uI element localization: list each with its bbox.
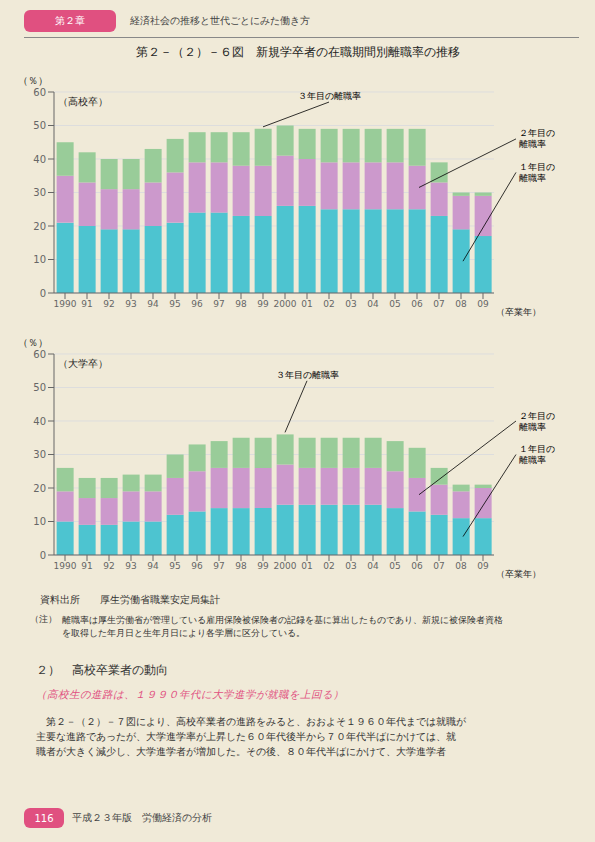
html-text:厚生労働省職業安定局集計: 厚生労働省職業安定局集計 <box>100 594 220 605</box>
svg-text:01: 01 <box>301 561 312 571</box>
svg-text:93: 93 <box>125 561 136 571</box>
svg-text:99: 99 <box>257 299 269 309</box>
svg-text:02: 02 <box>323 299 334 309</box>
svg-text:（大学卒）: （大学卒） <box>58 358 108 369</box>
html-text:２） 高校卒業者の動向: ２） 高校卒業者の動向 <box>36 663 168 677</box>
html-text:資料出所: 資料出所 <box>40 594 80 605</box>
svg-text:03: 03 <box>345 561 356 571</box>
svg-text:離職率: 離職率 <box>519 173 546 183</box>
html-text:第２章: 第２章 <box>55 15 85 26</box>
svg-text:04: 04 <box>367 561 379 571</box>
svg-text:離職率: 離職率 <box>519 139 546 149</box>
svg-text:96: 96 <box>191 561 203 571</box>
svg-text:98: 98 <box>235 561 247 571</box>
svg-text:10: 10 <box>33 254 46 265</box>
html-text:（高校生の進路は、１９９０年代に大学進学が就職を上回る）: （高校生の進路は、１９９０年代に大学進学が就職を上回る） <box>36 688 344 700</box>
svg-text:50: 50 <box>33 120 46 131</box>
svg-text:07: 07 <box>433 561 444 571</box>
svg-text:３年目の離職率: ３年目の離職率 <box>298 91 361 101</box>
html-text:平成２３年版 労働経済の分析: 平成２３年版 労働経済の分析 <box>72 812 212 823</box>
html-text:（注）: （注） <box>30 614 57 624</box>
svg-text:（％）: （％） <box>18 337 48 348</box>
svg-text:50: 50 <box>33 382 46 393</box>
svg-text:20: 20 <box>33 221 46 232</box>
svg-text:２年目の: ２年目の <box>519 411 555 421</box>
svg-text:40: 40 <box>33 416 46 427</box>
svg-text:98: 98 <box>235 299 247 309</box>
svg-text:92: 92 <box>103 299 114 309</box>
svg-text:2000: 2000 <box>274 299 297 309</box>
svg-text:2000: 2000 <box>274 561 297 571</box>
svg-text:1990: 1990 <box>54 561 77 571</box>
svg-text:40: 40 <box>33 154 46 165</box>
svg-text:30: 30 <box>33 187 46 198</box>
svg-text:94: 94 <box>147 561 159 571</box>
svg-text:08: 08 <box>455 299 467 309</box>
svg-text:06: 06 <box>411 299 423 309</box>
svg-text:04: 04 <box>367 299 379 309</box>
svg-text:95: 95 <box>169 299 180 309</box>
svg-text:（卒業年）: （卒業年） <box>496 569 541 579</box>
svg-text:01: 01 <box>301 299 312 309</box>
html-text:第２－（２）－６図 新規学卒者の在職期間別離職率の推移: 第２－（２）－６図 新規学卒者の在職期間別離職率の推移 <box>135 45 460 59</box>
svg-text:（％）: （％） <box>18 75 48 86</box>
svg-text:３年目の離職率: ３年目の離職率 <box>276 370 339 380</box>
html-text:経済社会の推移と世代ごとにみた働き方: 経済社会の推移と世代ごとにみた働き方 <box>130 15 310 26</box>
svg-text:94: 94 <box>147 299 159 309</box>
svg-text:08: 08 <box>455 561 467 571</box>
svg-text:02: 02 <box>323 561 334 571</box>
html-text:離職率は厚生労働省が管理している雇用保険被保険者の記録を基に: 離職率は厚生労働省が管理している雇用保険被保険者の記録を基に算出したものであり、… <box>62 615 503 638</box>
svg-text:05: 05 <box>389 299 400 309</box>
svg-text:91: 91 <box>81 561 92 571</box>
svg-text:（卒業年）: （卒業年） <box>496 307 541 317</box>
svg-text:２年目の: ２年目の <box>519 128 555 138</box>
svg-text:06: 06 <box>411 561 423 571</box>
svg-text:30: 30 <box>33 449 46 460</box>
svg-text:97: 97 <box>213 299 224 309</box>
svg-text:92: 92 <box>103 561 114 571</box>
html-text:116: 116 <box>34 812 54 824</box>
svg-text:09: 09 <box>477 299 489 309</box>
svg-text:97: 97 <box>213 561 224 571</box>
svg-text:0: 0 <box>40 288 46 299</box>
svg-text:91: 91 <box>81 299 92 309</box>
svg-text:09: 09 <box>477 561 489 571</box>
svg-text:95: 95 <box>169 561 180 571</box>
svg-text:05: 05 <box>389 561 400 571</box>
svg-text:１年目の: １年目の <box>519 444 555 454</box>
svg-text:離職率: 離職率 <box>519 422 546 432</box>
svg-text:離職率: 離職率 <box>519 455 546 465</box>
svg-text:（高校卒）: （高校卒） <box>58 96 108 107</box>
svg-text:0: 0 <box>40 550 46 561</box>
svg-text:10: 10 <box>33 516 46 527</box>
svg-text:93: 93 <box>125 299 136 309</box>
svg-text:20: 20 <box>33 483 46 494</box>
svg-text:96: 96 <box>191 299 203 309</box>
svg-text:１年目の: １年目の <box>519 162 555 172</box>
svg-text:1990: 1990 <box>54 299 77 309</box>
html-text:第２－（２）－７図により、高校卒業者の進路をみると、おおよそ: 第２－（２）－７図により、高校卒業者の進路をみると、おおよそ１９６０年代までは就… <box>36 716 466 757</box>
svg-text:60: 60 <box>33 349 46 360</box>
svg-text:60: 60 <box>33 87 46 98</box>
svg-text:99: 99 <box>257 561 269 571</box>
svg-text:03: 03 <box>345 299 356 309</box>
svg-text:07: 07 <box>433 299 444 309</box>
